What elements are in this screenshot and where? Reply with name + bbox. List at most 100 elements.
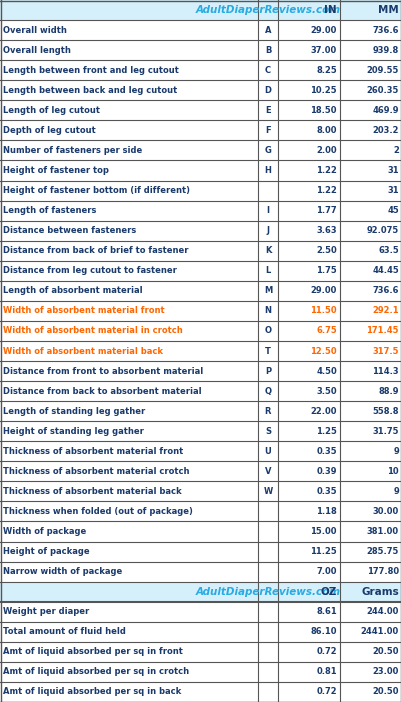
Text: 0.72: 0.72 xyxy=(316,647,336,656)
Text: Length of leg cutout: Length of leg cutout xyxy=(3,106,100,115)
Text: 2.50: 2.50 xyxy=(316,246,336,256)
Text: Distance between fasteners: Distance between fasteners xyxy=(3,226,136,235)
Text: OZ: OZ xyxy=(320,587,336,597)
Text: H: H xyxy=(264,166,271,175)
Text: Distance from leg cutout to fastener: Distance from leg cutout to fastener xyxy=(3,266,176,275)
Text: 37.00: 37.00 xyxy=(310,46,336,55)
Text: K: K xyxy=(264,246,271,256)
Text: 20.50: 20.50 xyxy=(372,647,398,656)
Text: Width of absorbent material back: Width of absorbent material back xyxy=(3,347,162,355)
Text: 317.5: 317.5 xyxy=(372,347,398,355)
Text: 260.35: 260.35 xyxy=(366,86,398,95)
Text: 736.6: 736.6 xyxy=(372,286,398,296)
Text: 736.6: 736.6 xyxy=(372,25,398,34)
Text: Thickness when folded (out of package): Thickness when folded (out of package) xyxy=(3,507,192,516)
Text: Distance from back to absorbent material: Distance from back to absorbent material xyxy=(3,387,201,396)
Text: Depth of leg cutout: Depth of leg cutout xyxy=(3,126,95,135)
Text: Length of absorbent material: Length of absorbent material xyxy=(3,286,142,296)
Text: AdultDiaperReviews.com: AdultDiaperReviews.com xyxy=(195,587,340,597)
Text: 31: 31 xyxy=(387,186,398,195)
Text: 0.39: 0.39 xyxy=(316,467,336,476)
Text: 381.00: 381.00 xyxy=(366,527,398,536)
Text: 1.22: 1.22 xyxy=(315,186,336,195)
Text: 114.3: 114.3 xyxy=(371,366,398,376)
Text: 3.50: 3.50 xyxy=(316,387,336,396)
Text: Amt of liquid absorbed per sq in crotch: Amt of liquid absorbed per sq in crotch xyxy=(3,668,188,677)
Text: 45: 45 xyxy=(386,206,398,215)
Text: 558.8: 558.8 xyxy=(372,406,398,416)
Text: 31.75: 31.75 xyxy=(372,427,398,436)
Text: C: C xyxy=(264,66,270,74)
Text: Height of package: Height of package xyxy=(3,547,89,556)
Text: 209.55: 209.55 xyxy=(366,66,398,74)
Text: 1.25: 1.25 xyxy=(315,427,336,436)
Text: Height of fastener top: Height of fastener top xyxy=(3,166,109,175)
Text: 88.9: 88.9 xyxy=(378,387,398,396)
Text: 11.50: 11.50 xyxy=(310,306,336,315)
Text: 8.61: 8.61 xyxy=(316,607,336,616)
Text: 2441.00: 2441.00 xyxy=(360,628,398,636)
Text: 63.5: 63.5 xyxy=(377,246,398,256)
Text: Thickness of absorbent material back: Thickness of absorbent material back xyxy=(3,487,181,496)
Text: O: O xyxy=(264,326,271,336)
Text: Width of package: Width of package xyxy=(3,527,86,536)
Text: 8.00: 8.00 xyxy=(316,126,336,135)
Text: F: F xyxy=(265,126,270,135)
Text: 0.81: 0.81 xyxy=(316,668,336,677)
Text: 1.75: 1.75 xyxy=(316,266,336,275)
Text: S: S xyxy=(264,427,270,436)
Text: 4.50: 4.50 xyxy=(316,366,336,376)
Text: 15.00: 15.00 xyxy=(310,527,336,536)
Text: E: E xyxy=(265,106,270,115)
Text: 44.45: 44.45 xyxy=(371,266,398,275)
Text: 12.50: 12.50 xyxy=(310,347,336,355)
Bar xyxy=(0,582,401,602)
Text: 31: 31 xyxy=(387,166,398,175)
Text: AdultDiaperReviews.com: AdultDiaperReviews.com xyxy=(195,5,340,15)
Text: 177.80: 177.80 xyxy=(366,567,398,576)
Text: Total amount of fluid held: Total amount of fluid held xyxy=(3,628,126,636)
Text: 29.00: 29.00 xyxy=(310,286,336,296)
Text: 6.75: 6.75 xyxy=(316,326,336,336)
Text: Height of standing leg gather: Height of standing leg gather xyxy=(3,427,144,436)
Text: Length of standing leg gather: Length of standing leg gather xyxy=(3,406,145,416)
Text: L: L xyxy=(265,266,270,275)
Text: Narrow width of package: Narrow width of package xyxy=(3,567,122,576)
Text: 1.77: 1.77 xyxy=(316,206,336,215)
Text: 171.45: 171.45 xyxy=(366,326,398,336)
Text: P: P xyxy=(264,366,270,376)
Text: Length between front and leg cutout: Length between front and leg cutout xyxy=(3,66,178,74)
Text: V: V xyxy=(264,467,271,476)
Text: D: D xyxy=(264,86,271,95)
Text: 469.9: 469.9 xyxy=(372,106,398,115)
Text: 292.1: 292.1 xyxy=(371,306,398,315)
Text: Width of absorbent material front: Width of absorbent material front xyxy=(3,306,164,315)
Text: G: G xyxy=(264,146,271,155)
Text: Overall length: Overall length xyxy=(3,46,71,55)
Text: 2.00: 2.00 xyxy=(316,146,336,155)
Text: MM: MM xyxy=(377,5,398,15)
Text: Distance from front to absorbent material: Distance from front to absorbent materia… xyxy=(3,366,203,376)
Text: 30.00: 30.00 xyxy=(372,507,398,516)
Text: 9: 9 xyxy=(392,446,398,456)
Text: 0.72: 0.72 xyxy=(316,687,336,696)
Text: Thickness of absorbent material front: Thickness of absorbent material front xyxy=(3,446,183,456)
Text: Q: Q xyxy=(264,387,271,396)
Text: 22.00: 22.00 xyxy=(310,406,336,416)
Text: 18.50: 18.50 xyxy=(310,106,336,115)
Text: 3.63: 3.63 xyxy=(316,226,336,235)
Text: 203.2: 203.2 xyxy=(372,126,398,135)
Text: A: A xyxy=(264,25,271,34)
Text: B: B xyxy=(264,46,271,55)
Text: 23.00: 23.00 xyxy=(372,668,398,677)
Text: Number of fasteners per side: Number of fasteners per side xyxy=(3,146,142,155)
Text: 2: 2 xyxy=(392,146,398,155)
Text: 8.25: 8.25 xyxy=(316,66,336,74)
Text: Grams: Grams xyxy=(360,587,398,597)
Text: R: R xyxy=(264,406,271,416)
Text: T: T xyxy=(264,347,270,355)
Text: Distance from back of brief to fastener: Distance from back of brief to fastener xyxy=(3,246,188,256)
Text: 7.00: 7.00 xyxy=(316,567,336,576)
Text: 939.8: 939.8 xyxy=(372,46,398,55)
Text: Amt of liquid absorbed per sq in back: Amt of liquid absorbed per sq in back xyxy=(3,687,181,696)
